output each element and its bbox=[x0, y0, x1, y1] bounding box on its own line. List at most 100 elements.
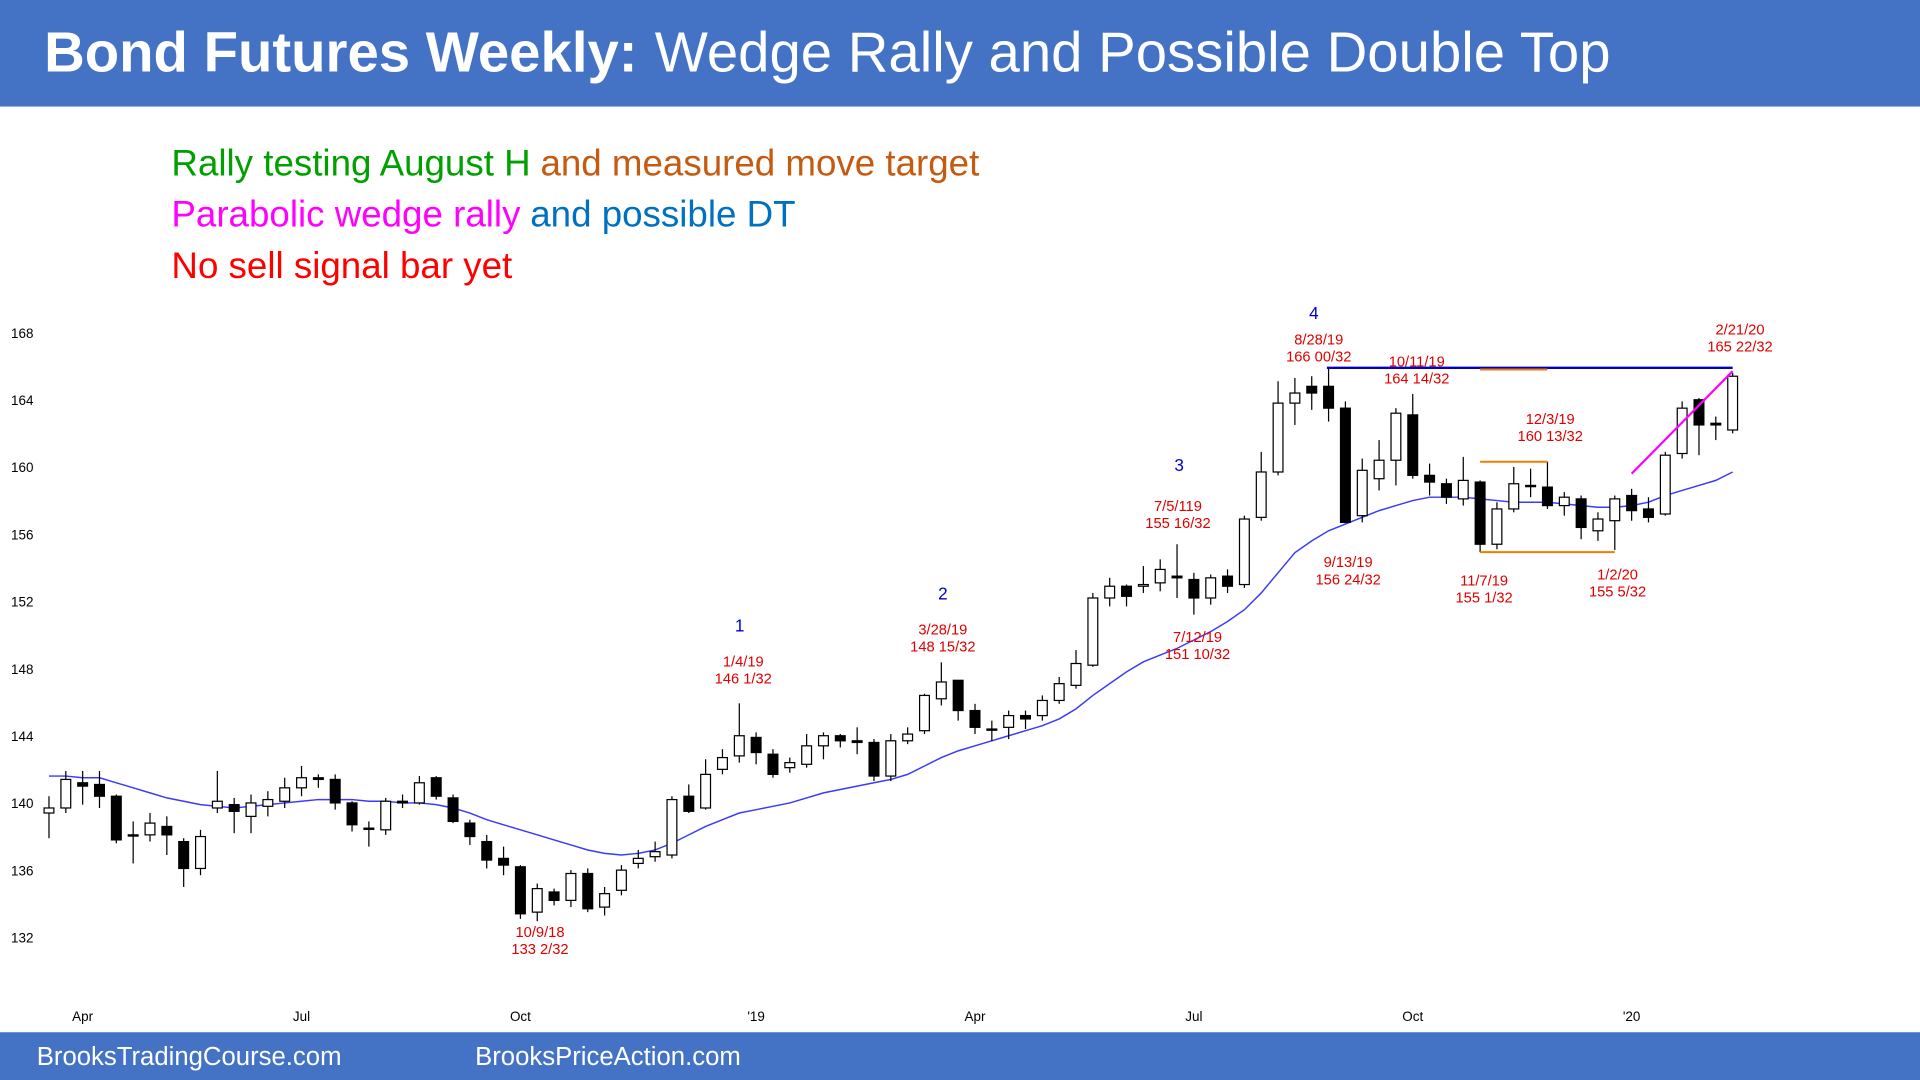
annotation-date: 3/28/19 bbox=[918, 622, 967, 638]
annotation-price: 166 00/32 bbox=[1286, 349, 1351, 365]
candle-body bbox=[767, 753, 779, 775]
candle-body bbox=[1424, 474, 1436, 483]
candle-body bbox=[1356, 469, 1368, 517]
note-segment: and measured move target bbox=[540, 142, 979, 183]
candle-body bbox=[902, 733, 914, 742]
candle-body bbox=[683, 795, 695, 812]
candle-body bbox=[1036, 699, 1048, 717]
title-rest: Wedge Rally and Possible Double Top bbox=[655, 20, 1611, 83]
annotation-date: 10/9/18 bbox=[515, 925, 564, 941]
candle-body bbox=[144, 822, 156, 836]
annotation-price: 164 14/32 bbox=[1384, 371, 1449, 387]
candle-body bbox=[1272, 402, 1284, 473]
annotation-price: 155 16/32 bbox=[1145, 516, 1210, 532]
x-tick-label: '20 bbox=[1623, 1009, 1641, 1024]
candle-body bbox=[1171, 575, 1183, 579]
candle-body bbox=[514, 866, 526, 915]
candle-body bbox=[1407, 414, 1419, 476]
candle-body bbox=[615, 869, 627, 891]
wedge-line bbox=[1630, 370, 1734, 475]
candle-body bbox=[413, 782, 425, 804]
candle-body bbox=[952, 679, 964, 712]
candle-body bbox=[447, 797, 459, 823]
note-segment: and possible DT bbox=[530, 193, 795, 234]
candle-body bbox=[1137, 583, 1149, 587]
candle-body bbox=[312, 777, 324, 781]
annotation-date: 9/13/19 bbox=[1324, 555, 1373, 571]
title-lead: Bond Futures Weekly: bbox=[44, 20, 637, 83]
annotation-price: 165 22/32 bbox=[1707, 340, 1772, 356]
candle-body bbox=[1154, 568, 1166, 584]
candle-body bbox=[716, 756, 728, 770]
y-tick-label: 136 bbox=[11, 863, 33, 878]
candle-body bbox=[1609, 498, 1621, 522]
candle-body bbox=[1222, 575, 1234, 587]
y-tick-label: 164 bbox=[11, 393, 34, 408]
annotation-price: 133 2/32 bbox=[511, 942, 568, 958]
candle-body bbox=[1440, 483, 1452, 498]
note-line: Parabolic wedge rally and possible DT bbox=[171, 193, 795, 234]
wave-label: 1 bbox=[735, 615, 745, 635]
candle-body bbox=[918, 694, 930, 732]
note-segment: Rally testing August H bbox=[171, 142, 530, 183]
candle-body bbox=[397, 800, 409, 804]
candle-body bbox=[1188, 578, 1200, 599]
candle-body bbox=[1541, 486, 1553, 507]
candle-body bbox=[531, 888, 543, 913]
candle-body bbox=[262, 798, 274, 807]
candle-body bbox=[1525, 484, 1537, 488]
candle-body bbox=[380, 800, 392, 831]
note-segment: Parabolic wedge rally bbox=[171, 193, 521, 234]
candle-body bbox=[110, 795, 122, 841]
candle-body bbox=[700, 773, 712, 809]
y-tick-label: 156 bbox=[11, 527, 33, 542]
candle-body bbox=[430, 777, 442, 797]
annotation-date: 1/2/20 bbox=[1597, 567, 1638, 583]
candle-body bbox=[599, 893, 611, 908]
candle-body bbox=[1727, 375, 1739, 431]
candle-body bbox=[329, 778, 341, 804]
candle-body bbox=[178, 840, 190, 870]
candle-body bbox=[1289, 392, 1301, 404]
candle-body bbox=[93, 783, 105, 797]
x-tick-label: Apr bbox=[72, 1009, 93, 1024]
candle-body bbox=[817, 735, 829, 747]
annotation-price: 155 1/32 bbox=[1455, 591, 1512, 607]
candle-body bbox=[1238, 518, 1250, 586]
annotation-date: 7/12/19 bbox=[1173, 630, 1222, 646]
candle-body bbox=[1508, 483, 1520, 510]
candle-body bbox=[1121, 585, 1133, 597]
annotation-date: 1/4/19 bbox=[723, 654, 764, 670]
candle-body bbox=[1306, 385, 1318, 394]
candle-body bbox=[195, 835, 207, 870]
candle-body bbox=[1491, 508, 1503, 545]
candle-body bbox=[1457, 479, 1469, 500]
annotation-price: 146 1/32 bbox=[715, 671, 772, 687]
candle-body bbox=[1626, 494, 1638, 512]
x-tick-label: Oct bbox=[1402, 1009, 1423, 1024]
note-segment: No sell signal bar yet bbox=[171, 245, 512, 286]
candle-body bbox=[279, 787, 291, 802]
candle-body bbox=[1575, 498, 1587, 529]
candle-body bbox=[1053, 683, 1065, 702]
candle-body bbox=[161, 825, 173, 836]
candle-body bbox=[363, 827, 375, 830]
title: Bond Futures Weekly: Wedge Rally and Poss… bbox=[44, 20, 1610, 83]
x-tick-label: Jul bbox=[293, 1009, 310, 1024]
x-tick-label: Oct bbox=[510, 1009, 531, 1024]
annotation-price: 148 15/32 bbox=[910, 640, 975, 656]
candle-body bbox=[1255, 471, 1267, 518]
candle-body bbox=[211, 800, 223, 809]
footer-text: BrooksPriceAction.com bbox=[475, 1043, 741, 1071]
candle-body bbox=[851, 740, 863, 744]
wave-label: 3 bbox=[1174, 455, 1184, 475]
candle-body bbox=[649, 851, 661, 858]
candle-body bbox=[245, 802, 257, 817]
candle-body bbox=[666, 798, 678, 856]
candle-body bbox=[986, 728, 998, 731]
candle-body bbox=[1205, 577, 1217, 599]
x-tick-label: '19 bbox=[747, 1009, 765, 1024]
